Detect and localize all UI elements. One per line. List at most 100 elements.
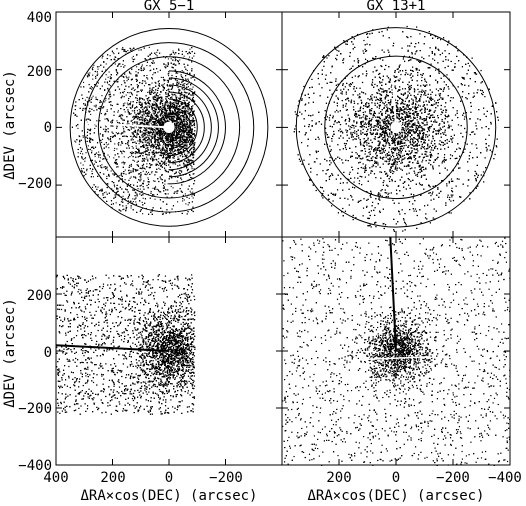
event-point bbox=[158, 158, 160, 160]
event-point bbox=[142, 122, 144, 124]
event-point bbox=[164, 109, 166, 111]
event-point bbox=[132, 55, 134, 57]
event-point bbox=[109, 76, 111, 78]
event-point bbox=[151, 158, 154, 160]
event-point bbox=[120, 65, 122, 67]
event-point bbox=[144, 127, 146, 129]
event-point bbox=[103, 192, 105, 194]
event-point bbox=[147, 121, 149, 124]
event-point bbox=[183, 134, 185, 136]
event-point bbox=[131, 137, 133, 139]
event-point bbox=[180, 148, 182, 150]
event-point bbox=[176, 104, 178, 106]
event-point bbox=[189, 142, 191, 144]
event-point bbox=[140, 111, 142, 113]
event-point bbox=[121, 96, 123, 98]
event-point bbox=[182, 133, 184, 135]
event-point bbox=[108, 147, 110, 149]
event-point bbox=[97, 186, 99, 188]
event-point bbox=[152, 112, 154, 114]
event-point bbox=[116, 120, 118, 122]
event-point bbox=[105, 63, 107, 65]
event-point bbox=[130, 152, 132, 155]
event-point bbox=[190, 115, 193, 117]
event-point bbox=[152, 130, 154, 132]
event-point bbox=[151, 78, 154, 80]
event-point bbox=[193, 135, 196, 137]
event-point bbox=[143, 135, 145, 137]
event-point bbox=[147, 134, 149, 136]
event-point bbox=[138, 173, 140, 175]
event-point bbox=[164, 183, 166, 185]
event-point bbox=[183, 147, 185, 149]
event-point bbox=[169, 108, 171, 110]
event-point bbox=[189, 171, 191, 173]
event-point bbox=[171, 148, 173, 150]
event-point bbox=[186, 131, 188, 133]
event-point bbox=[183, 129, 185, 131]
event-point bbox=[182, 99, 184, 101]
event-point bbox=[181, 171, 183, 173]
event-point bbox=[98, 66, 100, 68]
event-point bbox=[163, 122, 165, 124]
event-point bbox=[177, 156, 179, 158]
event-point bbox=[130, 207, 132, 209]
event-point bbox=[166, 113, 168, 115]
event-point bbox=[114, 59, 116, 61]
event-point bbox=[189, 48, 191, 50]
event-point bbox=[166, 171, 168, 173]
event-point bbox=[134, 141, 136, 143]
event-point bbox=[173, 173, 175, 175]
event-point bbox=[193, 94, 195, 96]
event-point bbox=[155, 129, 157, 131]
event-point bbox=[153, 104, 155, 107]
event-point bbox=[127, 99, 129, 102]
event-point bbox=[137, 121, 139, 123]
event-point bbox=[174, 102, 176, 104]
event-point bbox=[187, 160, 189, 162]
event-point bbox=[125, 205, 127, 207]
event-point bbox=[120, 144, 122, 146]
event-point bbox=[181, 135, 183, 137]
event-point bbox=[194, 103, 196, 105]
event-point bbox=[91, 97, 93, 99]
event-point bbox=[128, 76, 130, 78]
event-point bbox=[111, 206, 113, 208]
event-point bbox=[169, 85, 171, 87]
event-point bbox=[92, 78, 94, 80]
event-point bbox=[110, 170, 112, 172]
event-point bbox=[193, 143, 195, 145]
event-point bbox=[147, 178, 150, 180]
event-point bbox=[178, 81, 180, 83]
event-point bbox=[154, 198, 156, 200]
event-point bbox=[119, 178, 121, 180]
event-point bbox=[135, 75, 137, 77]
event-point bbox=[158, 148, 160, 150]
event-point bbox=[144, 134, 146, 136]
event-point bbox=[108, 143, 110, 145]
event-point bbox=[140, 177, 142, 179]
event-point bbox=[130, 176, 132, 178]
event-point bbox=[131, 154, 133, 156]
event-point bbox=[139, 127, 141, 129]
event-point bbox=[123, 104, 125, 106]
event-point bbox=[134, 115, 136, 118]
event-point bbox=[162, 124, 164, 126]
event-point bbox=[185, 117, 187, 119]
event-point bbox=[151, 124, 153, 126]
event-point bbox=[102, 194, 104, 196]
event-point bbox=[177, 201, 179, 203]
event-point bbox=[135, 201, 137, 203]
event-point bbox=[157, 120, 159, 122]
event-point bbox=[171, 137, 173, 139]
event-point bbox=[158, 109, 161, 111]
event-point bbox=[101, 138, 104, 140]
event-point bbox=[139, 97, 141, 100]
event-point bbox=[172, 102, 175, 104]
event-point bbox=[91, 150, 93, 152]
event-point bbox=[89, 110, 91, 112]
event-point bbox=[169, 134, 171, 136]
event-point bbox=[182, 200, 184, 202]
event-point bbox=[154, 98, 156, 101]
event-point bbox=[129, 151, 131, 154]
